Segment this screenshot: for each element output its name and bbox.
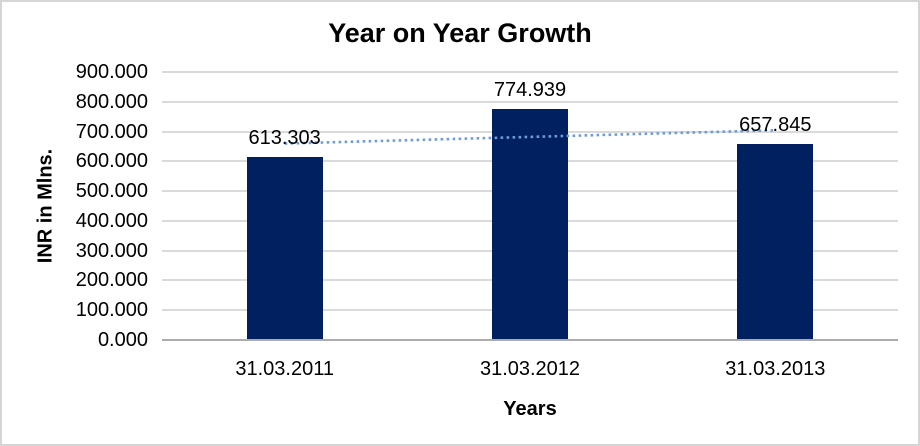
- y-tick-label: 600.000: [75, 150, 148, 173]
- y-tick-label: 700.000: [75, 120, 148, 143]
- y-tick-label: 0.000: [97, 329, 148, 351]
- y-tick-label: 200.000: [75, 269, 148, 292]
- data-label: 774.939: [493, 79, 567, 102]
- y-tick-label: 100.000: [75, 299, 148, 322]
- bar: [246, 157, 323, 340]
- y-tick-label: 500.000: [75, 180, 148, 203]
- x-tick-label: 31.03.2013: [725, 358, 826, 380]
- x-tick-label: 31.03.2012: [479, 358, 581, 380]
- y-tick-label: 300.000: [75, 239, 148, 262]
- x-axis-title: Years: [503, 398, 557, 420]
- bar: [492, 109, 568, 340]
- y-tick-label: 900.000: [75, 61, 148, 83]
- y-tick-label: 400.000: [75, 209, 148, 232]
- y-gridline: [162, 100, 898, 103]
- x-axis-line: [162, 339, 898, 341]
- data-label: 613.303: [248, 127, 321, 150]
- data-label: 657.845: [739, 114, 812, 137]
- y-gridline: [162, 71, 898, 73]
- y-tick-label: 800.000: [75, 90, 148, 113]
- chart-title: Year on Year Growth: [328, 18, 592, 48]
- bar: [737, 144, 814, 340]
- x-tick-label: 31.03.2011: [235, 358, 334, 380]
